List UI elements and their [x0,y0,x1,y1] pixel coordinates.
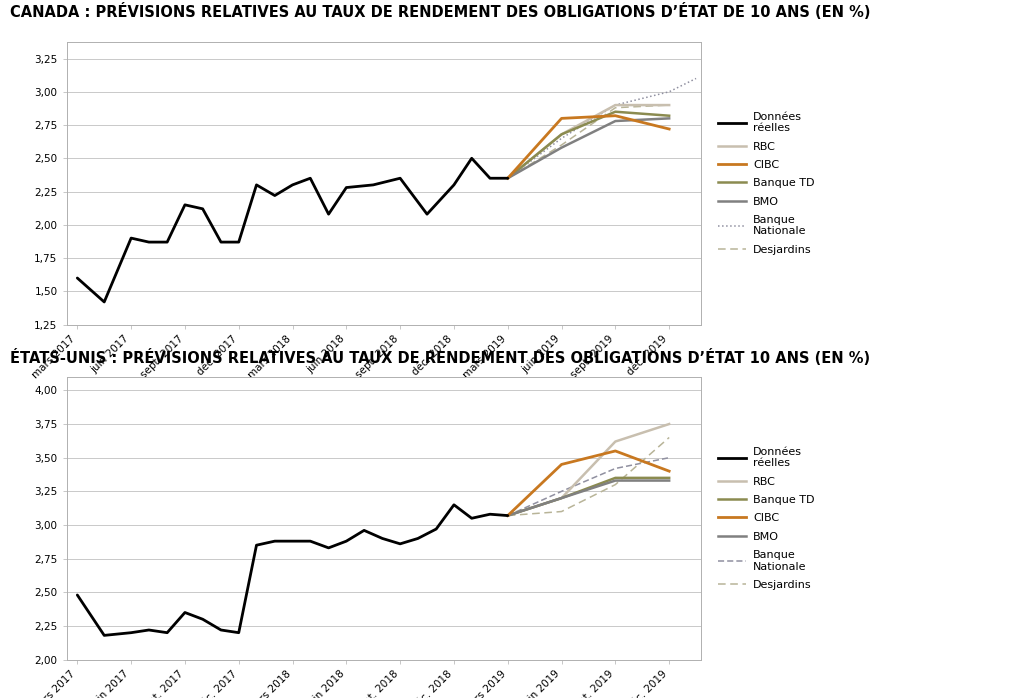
Legend: Données
réelles, RBC, CIBC, Banque TD, BMO, Banque
Nationale, Desjardins: Données réelles, RBC, CIBC, Banque TD, B… [714,107,819,259]
Text: ÉTATS-UNIS : PRÉVISIONS RELATIVES AU TAUX DE RENDEMENT DES OBLIGATIONS D’ÉTAT 10: ÉTATS-UNIS : PRÉVISIONS RELATIVES AU TAU… [10,349,870,366]
Legend: Données
réelles, RBC, Banque TD, CIBC, BMO, Banque
Nationale, Desjardins: Données réelles, RBC, Banque TD, CIBC, B… [714,443,819,594]
Text: CANADA : PRÉVISIONS RELATIVES AU TAUX DE RENDEMENT DES OBLIGATIONS D’ÉTAT DE 10 : CANADA : PRÉVISIONS RELATIVES AU TAUX DE… [10,3,870,20]
